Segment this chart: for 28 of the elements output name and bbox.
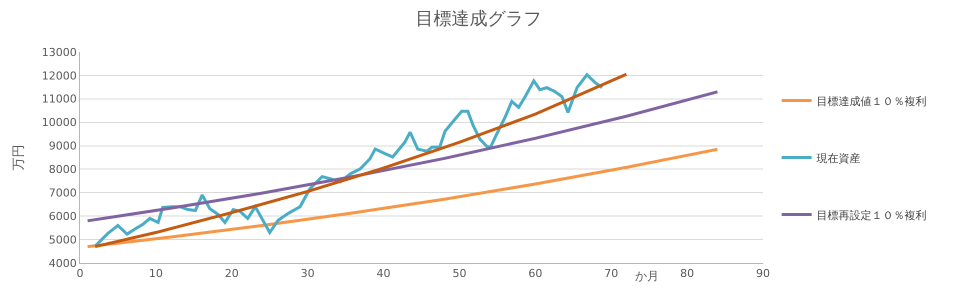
y-axis-title: 万円 [12,144,27,170]
y-tick-label: 4000 [48,256,77,270]
x-tick-label: 90 [756,267,770,280]
x-tick-label: 80 [680,267,694,280]
line-series [86,148,719,248]
y-tick-label: 8000 [48,163,77,176]
y-tick-label: 5000 [48,233,77,246]
line-series [86,90,719,222]
x-tick-label: 60 [528,267,542,280]
x-tick-label: 70 [604,267,618,280]
chart-title: 目標達成グラフ [416,8,542,30]
y-tick-label: 13000 [42,46,77,59]
x-tick-label: 40 [376,267,391,280]
y-tick-label: 10000 [42,116,77,130]
x-tick-label: 20 [224,267,239,280]
y-tick-label: 11000 [42,92,77,106]
y-tick-label: 9000 [48,140,77,153]
y-tick-label: 12000 [42,69,77,82]
legend-label: 現在資産 [816,152,861,165]
legend-label: 目標再設定１０％複利 [816,208,927,222]
y-tick-label: 6000 [48,210,77,223]
x-axis-title: か月 [635,269,659,283]
x-tick-label: 10 [148,267,163,280]
x-tick-label: 0 [76,267,84,280]
legend-label: 目標達成値１０％複利 [816,94,927,108]
y-tick-label: 7000 [48,186,77,200]
x-tick-label: 50 [452,267,466,280]
x-tick-label: 30 [300,267,315,280]
